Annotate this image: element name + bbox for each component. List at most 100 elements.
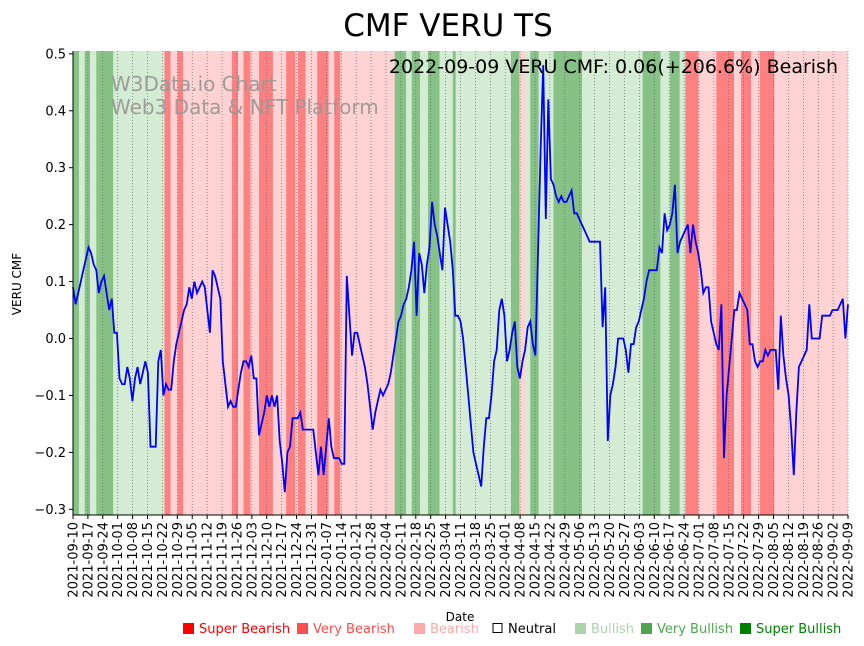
band-bullish [455,51,511,515]
chart-subtitle: 2022-09-09 VERU CMF: 0.06(+206.6%) Beari… [389,56,838,78]
x-axis-ticks: 2021-09-10 2021-09-17 2021-09-24 2021-10-01… [67,515,857,598]
x-tick-label: 2022-04-22 [543,522,558,598]
band-bearish [734,51,742,515]
x-tick-label: 2022-04-29 [558,522,573,598]
band-very_bullish [553,51,583,515]
band-bearish [170,51,178,515]
band-very_bearish [164,51,171,515]
band-very_bearish [759,51,775,515]
x-tick-label: 2021-10-29 [171,522,186,598]
x-tick-label: 2021-10-22 [156,522,171,598]
band-bearish [328,51,335,515]
band-bearish [698,51,717,515]
band-very_bullish [530,51,539,515]
watermark-line-1: W3Data.io Chart [111,72,277,96]
y-tick-label: 0.4 [45,104,66,119]
legend-swatch [492,623,503,633]
legend-item: Neutral [492,622,556,637]
x-tick-label: 2022-01-21 [350,522,365,598]
band-bearish [801,51,848,515]
band-bullish [79,51,85,515]
y-tick-label: 0.0 [45,332,66,347]
x-tick-label: 2022-06-10 [648,522,663,598]
x-tick-label: 2022-03-04 [439,522,454,598]
x-tick-label: 2022-07-22 [737,522,752,598]
legend-item: Bullish [575,622,634,637]
x-tick-label: 2022-08-19 [797,522,812,598]
band-very_bearish [177,51,184,515]
x-tick-label: 2022-07-01 [692,522,707,598]
x-tick-label: 2022-09-02 [827,522,842,598]
band-bearish [340,51,395,515]
x-tick-label: 2022-06-24 [678,522,693,598]
x-tick-label: 2021-10-08 [126,522,141,598]
band-bullish [660,51,670,515]
x-tick-label: 2021-12-10 [260,522,275,598]
band-very_bullish [106,51,114,515]
band-very_bullish [510,51,520,515]
x-tick-label: 2021-11-19 [216,522,231,598]
legend-label: Very Bearish [313,622,395,637]
y-tick-label: −0.2 [34,446,66,461]
legend-swatch [414,623,425,634]
x-tick-label: 2022-06-17 [663,522,678,598]
x-tick-label: 2022-05-06 [573,522,588,598]
band-bearish [519,51,526,515]
legend-label: Bearish [430,622,479,637]
x-axis-label: Date [446,610,475,624]
band-very_bearish [317,51,329,515]
y-tick-label: 0.2 [45,218,66,233]
legend-item: Super Bullish [740,622,841,637]
legend-item: Very Bearish [297,622,395,637]
band-very_bullish [98,51,109,515]
x-tick-label: 2022-07-29 [752,522,767,598]
legend-item: Super Bearish [183,622,290,637]
legend-label: Super Bullish [756,622,841,637]
band-bearish [751,51,760,515]
band-very_bearish [716,51,735,515]
legend-swatch [641,623,652,634]
y-tick-label: −0.3 [34,503,66,518]
band-bullish [525,51,531,515]
x-tick-label: 2022-07-15 [722,522,737,598]
x-tick-label: 2022-05-13 [588,522,603,598]
band-very_bearish [334,51,341,515]
plot-area [72,51,849,515]
band-very_bullish [642,51,661,515]
band-bullish [582,51,643,515]
legend-label: Neutral [508,622,556,637]
band-very_bullish [73,51,80,515]
legend-item: Bearish [414,622,479,637]
y-axis-label: VERU CMF [10,253,24,315]
x-tick-label: 2022-08-05 [767,522,782,598]
x-tick-label: 2021-09-24 [96,522,111,598]
band-very_bullish [394,51,407,515]
x-tick-label: 2022-06-03 [633,522,648,598]
band-bearish [774,51,802,515]
legend-label: Very Bullish [657,622,733,637]
band-very_bullish [84,51,91,515]
x-tick-label: 2021-12-24 [290,522,305,598]
legend-label: Bullish [591,622,634,637]
legend-swatch [183,623,194,634]
x-tick-label: 2022-05-27 [618,522,633,598]
y-axis-ticks: −0.3 −0.2 −0.1 0.0 0.1 0.2 0.3 0.4 0.5 [34,47,73,518]
cmf-series-line [72,65,849,493]
x-tick-label: 2022-02-18 [409,522,424,598]
x-tick-label: 2022-01-14 [335,522,350,598]
x-tick-label: 2021-11-26 [230,522,245,598]
x-tick-label: 2021-12-31 [305,522,320,598]
y-tick-label: 0.3 [45,161,66,176]
legend-item: Very Bullish [641,622,733,637]
band-very_bullish [427,51,440,515]
x-tick-label: 2022-02-25 [424,522,439,598]
x-tick-label: 2022-05-20 [603,522,618,598]
band-very_bearish [286,51,296,515]
x-tick-label: 2021-12-17 [275,522,290,598]
band-bullish [90,51,97,515]
band-bearish [183,51,232,515]
legend-swatch [575,623,586,634]
band-very_bearish [685,51,699,515]
x-tick-label: 2022-02-11 [394,522,409,598]
